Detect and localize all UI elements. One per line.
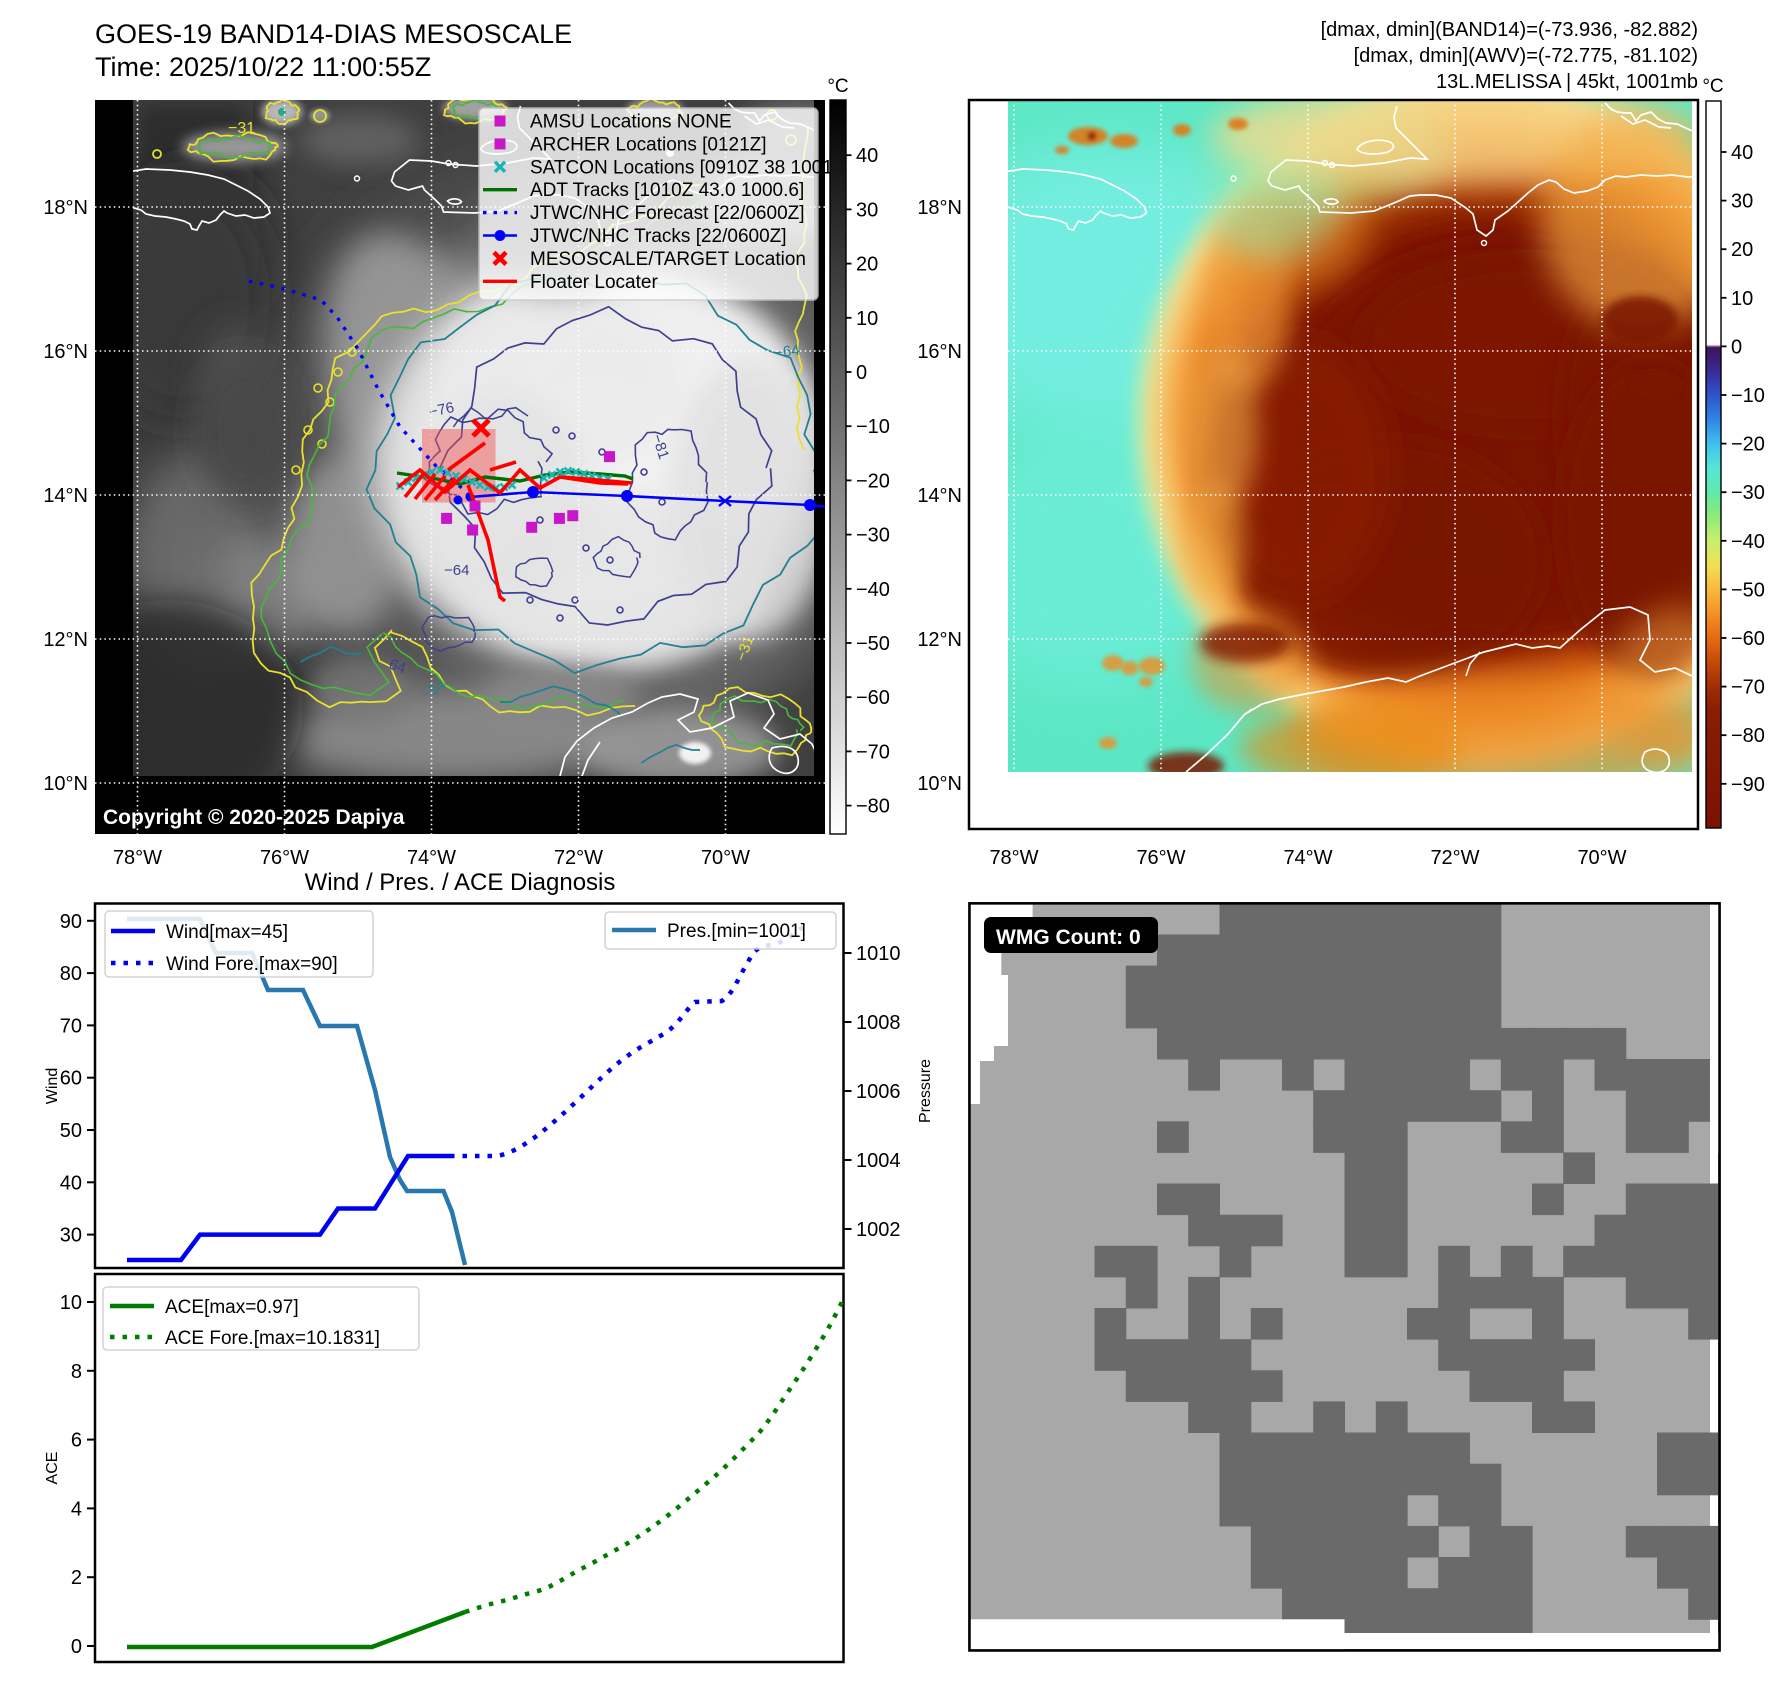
svg-text:1002: 1002	[856, 1219, 901, 1241]
svg-text:Wind Fore.[max=90]: Wind Fore.[max=90]	[166, 954, 338, 975]
svg-text:MESOSCALE/TARGET Location: MESOSCALE/TARGET Location	[530, 249, 806, 270]
svg-text:1004: 1004	[856, 1150, 901, 1172]
svg-text:−20: −20	[1731, 434, 1765, 456]
svg-text:ACE: ACE	[44, 1452, 61, 1485]
svg-text:−60: −60	[1731, 628, 1765, 650]
svg-text:60: 60	[60, 1068, 82, 1090]
svg-text:Wind / Pres. / ACE Diagnosis: Wind / Pres. / ACE Diagnosis	[305, 869, 616, 896]
svg-text:−31: −31	[228, 120, 255, 137]
svg-text:10°N: 10°N	[917, 773, 962, 795]
svg-text:78°W: 78°W	[989, 847, 1038, 869]
svg-text:10: 10	[856, 308, 878, 330]
svg-text:90: 90	[60, 911, 82, 933]
svg-text:−70: −70	[1731, 677, 1765, 699]
svg-text:78°W: 78°W	[113, 847, 162, 869]
svg-text:4: 4	[71, 1498, 82, 1520]
svg-text:10°N: 10°N	[43, 773, 88, 795]
svg-text:ARCHER Locations [0121Z]: ARCHER Locations [0121Z]	[530, 134, 767, 155]
svg-text:0: 0	[1731, 336, 1742, 358]
svg-text:18°N: 18°N	[43, 197, 88, 219]
svg-text:WMG Count: 0: WMG Count: 0	[996, 926, 1141, 949]
svg-text:20: 20	[1731, 239, 1753, 261]
svg-text:1006: 1006	[856, 1081, 901, 1103]
svg-text:16°N: 16°N	[917, 341, 962, 363]
svg-text:40: 40	[856, 145, 878, 167]
svg-text:−10: −10	[856, 416, 890, 438]
svg-text:74°W: 74°W	[407, 847, 456, 869]
svg-text:−30: −30	[856, 525, 890, 547]
svg-text:30: 30	[1731, 191, 1753, 213]
svg-text:12°N: 12°N	[917, 629, 962, 651]
svg-text:Floater Locater: Floater Locater	[530, 272, 658, 293]
svg-text:Time: 2025/10/22 11:00:55Z: Time: 2025/10/22 11:00:55Z	[95, 52, 431, 82]
svg-text:16°N: 16°N	[43, 341, 88, 363]
svg-text:1010: 1010	[856, 943, 901, 965]
svg-text:70: 70	[60, 1015, 82, 1037]
svg-text:Wind: Wind	[44, 1068, 61, 1104]
svg-text:0: 0	[856, 362, 867, 384]
svg-text:JTWC/NHC Forecast [22/0600Z]: JTWC/NHC Forecast [22/0600Z]	[530, 203, 805, 224]
svg-text:50: 50	[60, 1120, 82, 1142]
svg-text:2: 2	[71, 1567, 82, 1589]
svg-text:13L.MELISSA | 45kt, 1001mb: 13L.MELISSA | 45kt, 1001mb	[1436, 71, 1698, 93]
svg-text:12°N: 12°N	[43, 629, 88, 651]
svg-text:70°W: 70°W	[701, 847, 750, 869]
svg-text:°C: °C	[1702, 76, 1723, 97]
svg-text:76°W: 76°W	[1136, 847, 1185, 869]
svg-text:ACE[max=0.97]: ACE[max=0.97]	[165, 1297, 299, 1318]
svg-text:1008: 1008	[856, 1012, 901, 1034]
svg-text:−30: −30	[1731, 482, 1765, 504]
svg-text:−64: −64	[444, 562, 469, 579]
svg-text:70°W: 70°W	[1577, 847, 1626, 869]
svg-text:74°W: 74°W	[1283, 847, 1332, 869]
svg-text:−40: −40	[856, 579, 890, 601]
svg-text:ACE Fore.[max=10.1831]: ACE Fore.[max=10.1831]	[165, 1328, 380, 1349]
svg-text:6: 6	[71, 1430, 82, 1452]
svg-text:−10: −10	[1731, 385, 1765, 407]
svg-text:Pres.[min=1001]: Pres.[min=1001]	[667, 921, 806, 942]
svg-text:10: 10	[60, 1292, 82, 1314]
svg-text:40: 40	[1731, 142, 1753, 164]
svg-text:20: 20	[856, 254, 878, 276]
svg-text:−50: −50	[856, 633, 890, 655]
svg-text:−90: −90	[1731, 774, 1765, 796]
svg-text:AMSU Locations NONE: AMSU Locations NONE	[530, 112, 732, 133]
svg-text:GOES-19 BAND14-DIAS MESOSCALE: GOES-19 BAND14-DIAS MESOSCALE	[95, 19, 572, 49]
svg-text:−80: −80	[856, 796, 890, 818]
svg-text:72°W: 72°W	[554, 847, 603, 869]
svg-text:−40: −40	[1731, 531, 1765, 553]
svg-text:ADT Tracks [1010Z 43.0 1000.6]: ADT Tracks [1010Z 43.0 1000.6]	[530, 180, 804, 201]
svg-text:−76: −76	[427, 399, 455, 421]
svg-text:JTWC/NHC Tracks [22/0600Z]: JTWC/NHC Tracks [22/0600Z]	[530, 226, 787, 247]
svg-text:−50: −50	[1731, 579, 1765, 601]
svg-text:SATCON Locations [0910Z 38 100: SATCON Locations [0910Z 38 1001]	[530, 157, 838, 178]
svg-text:Pressure: Pressure	[917, 1059, 934, 1123]
svg-text:80: 80	[60, 963, 82, 985]
svg-text:−20: −20	[856, 470, 890, 492]
svg-text:[dmax, dmin](BAND14)=(-73.936,: [dmax, dmin](BAND14)=(-73.936, -82.882)	[1321, 19, 1698, 41]
svg-text:Wind[max=45]: Wind[max=45]	[166, 922, 288, 943]
svg-text:72°W: 72°W	[1430, 847, 1479, 869]
svg-text:Copyright © 2020-2025 Dapiya: Copyright © 2020-2025 Dapiya	[103, 806, 405, 829]
svg-text:0: 0	[71, 1636, 82, 1658]
svg-text:14°N: 14°N	[917, 485, 962, 507]
svg-text:8: 8	[71, 1361, 82, 1383]
svg-text:64: 64	[387, 656, 408, 678]
svg-text:−54: −54	[808, 468, 829, 496]
svg-text:30: 30	[60, 1225, 82, 1247]
svg-text:18°N: 18°N	[917, 197, 962, 219]
svg-text:[dmax, dmin](AWV)=(-72.775, -8: [dmax, dmin](AWV)=(-72.775, -81.102)	[1354, 45, 1698, 67]
svg-text:−70: −70	[856, 741, 890, 763]
svg-text:10: 10	[1731, 288, 1753, 310]
svg-text:−80: −80	[1731, 725, 1765, 747]
svg-text:°C: °C	[827, 76, 848, 97]
svg-text:−60: −60	[856, 687, 890, 709]
svg-text:30: 30	[856, 199, 878, 221]
svg-text:14°N: 14°N	[43, 485, 88, 507]
svg-text:40: 40	[60, 1172, 82, 1194]
svg-text:76°W: 76°W	[260, 847, 309, 869]
